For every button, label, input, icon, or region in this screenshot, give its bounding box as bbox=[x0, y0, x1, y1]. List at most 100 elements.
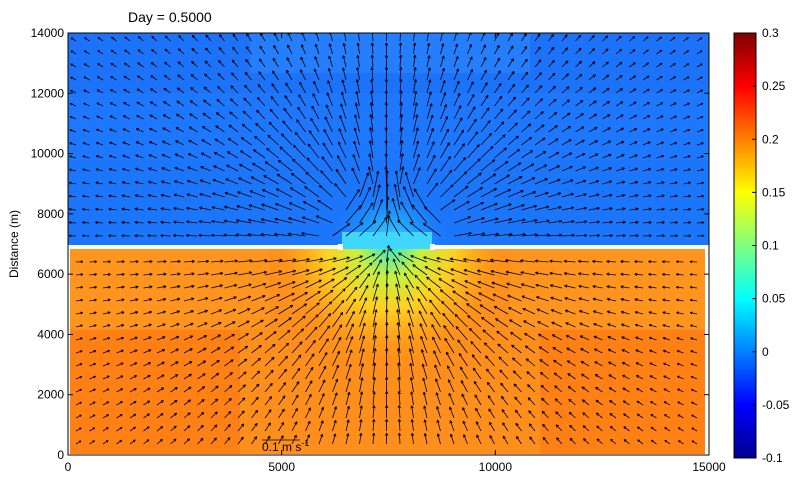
velocity-arrow bbox=[453, 232, 472, 237]
velocity-arrow bbox=[170, 285, 181, 289]
velocity-arrow bbox=[426, 55, 430, 68]
velocity-arrow bbox=[124, 36, 131, 42]
velocity-arrow bbox=[467, 56, 473, 68]
velocity-arrowhead bbox=[370, 42, 374, 46]
inlet-channel bbox=[342, 232, 432, 249]
velocity-arrow bbox=[564, 272, 576, 276]
velocity-arrow bbox=[264, 318, 278, 328]
velocity-arrowhead bbox=[190, 297, 195, 301]
velocity-arrow bbox=[588, 153, 599, 159]
velocity-arrowhead bbox=[490, 258, 494, 262]
velocity-arrowhead bbox=[161, 180, 165, 184]
velocity-arrowhead bbox=[686, 63, 690, 66]
velocity-arrow bbox=[338, 128, 347, 146]
velocity-arrowhead bbox=[663, 401, 667, 404]
velocity-arrowhead bbox=[147, 207, 151, 211]
velocity-arrowhead bbox=[541, 410, 546, 415]
velocity-arrow bbox=[129, 336, 138, 341]
velocity-arrowhead bbox=[348, 363, 352, 368]
velocity-arrow bbox=[289, 202, 306, 211]
velocity-arrow bbox=[413, 55, 416, 68]
velocity-arrowhead bbox=[463, 434, 467, 438]
velocity-arrow bbox=[548, 112, 558, 120]
velocity-arrow bbox=[224, 333, 235, 341]
velocity-arrowhead bbox=[256, 96, 261, 101]
velocity-arrow bbox=[622, 400, 630, 406]
velocity-arrow bbox=[536, 308, 549, 315]
velocity-arrowhead bbox=[580, 126, 585, 130]
velocity-arrow bbox=[609, 413, 617, 419]
velocity-arrowhead bbox=[571, 219, 575, 224]
velocity-arrowhead bbox=[429, 103, 433, 107]
velocity-arrowhead bbox=[633, 101, 637, 105]
velocity-arrowhead bbox=[400, 127, 404, 131]
velocity-arrowhead bbox=[286, 57, 290, 61]
velocity-arrow bbox=[551, 321, 563, 328]
velocity-arrow bbox=[459, 366, 468, 380]
velocity-arrow bbox=[272, 70, 279, 81]
velocity-arrow bbox=[449, 406, 455, 419]
velocity-arrowhead bbox=[674, 155, 678, 158]
velocity-arrowhead bbox=[634, 310, 638, 315]
velocity-arrow bbox=[676, 363, 684, 367]
velocity-arrow bbox=[148, 181, 158, 185]
velocity-arrowhead bbox=[567, 373, 571, 377]
velocity-arrow bbox=[75, 350, 83, 354]
velocity-arrowhead bbox=[512, 370, 517, 374]
velocity-arrow bbox=[507, 33, 513, 42]
velocity-arrow bbox=[629, 101, 637, 107]
velocity-arrow bbox=[241, 123, 252, 133]
velocity-arrowhead bbox=[314, 326, 318, 331]
velocity-arrowhead bbox=[435, 378, 439, 382]
velocity-arrowhead bbox=[123, 88, 127, 92]
velocity-arrow bbox=[454, 314, 468, 328]
velocity-arrow bbox=[696, 168, 704, 172]
velocity-arrowhead bbox=[341, 67, 346, 71]
velocity-arrowhead bbox=[106, 401, 110, 404]
velocity-arrow bbox=[95, 195, 104, 198]
velocity-arrowhead bbox=[335, 378, 339, 382]
velocity-arrow bbox=[398, 419, 401, 432]
velocity-arrow bbox=[201, 139, 212, 146]
velocity-arrow bbox=[197, 412, 205, 419]
velocity-arrowhead bbox=[80, 273, 84, 276]
velocity-arrowhead bbox=[372, 376, 376, 381]
velocity-arrowhead bbox=[559, 233, 563, 237]
velocity-arrowhead bbox=[283, 107, 287, 112]
velocity-arrowhead bbox=[292, 269, 297, 273]
velocity-arrow bbox=[534, 178, 548, 185]
velocity-arrow bbox=[164, 35, 171, 42]
velocity-arrow bbox=[521, 163, 535, 172]
velocity-arrow bbox=[689, 273, 698, 276]
velocity-arrowhead bbox=[579, 322, 583, 326]
y-tick-label: 10000 bbox=[31, 147, 65, 161]
velocity-arrow bbox=[649, 375, 657, 380]
velocity-arrow bbox=[440, 128, 449, 146]
velocity-arrow bbox=[520, 271, 536, 276]
velocity-arrowhead bbox=[162, 114, 167, 118]
velocity-arrow bbox=[210, 437, 217, 445]
velocity-arrow bbox=[398, 405, 401, 419]
velocity-arrowhead bbox=[150, 88, 154, 92]
velocity-arrow bbox=[264, 409, 272, 419]
velocity-arrowhead bbox=[80, 285, 84, 289]
velocity-arrow bbox=[359, 377, 363, 393]
velocity-arrowhead bbox=[677, 375, 680, 379]
velocity-arrow bbox=[69, 129, 77, 133]
velocity-arrowhead bbox=[647, 141, 651, 145]
velocity-arrow bbox=[480, 107, 490, 120]
velocity-arrow bbox=[602, 194, 613, 198]
velocity-arrowhead bbox=[352, 298, 356, 303]
velocity-arrowhead bbox=[648, 207, 652, 211]
velocity-arrow bbox=[588, 87, 597, 94]
velocity-arrow bbox=[444, 338, 455, 354]
velocity-arrow bbox=[245, 46, 252, 55]
velocity-arrow bbox=[669, 221, 678, 224]
velocity-arrowhead bbox=[404, 171, 408, 176]
velocity-arrowhead bbox=[121, 207, 125, 211]
velocity-arrow bbox=[521, 150, 534, 159]
velocity-arrow bbox=[170, 310, 180, 315]
velocity-arrow bbox=[235, 234, 252, 237]
velocity-arrow bbox=[116, 286, 125, 289]
velocity-arrow bbox=[642, 141, 651, 146]
